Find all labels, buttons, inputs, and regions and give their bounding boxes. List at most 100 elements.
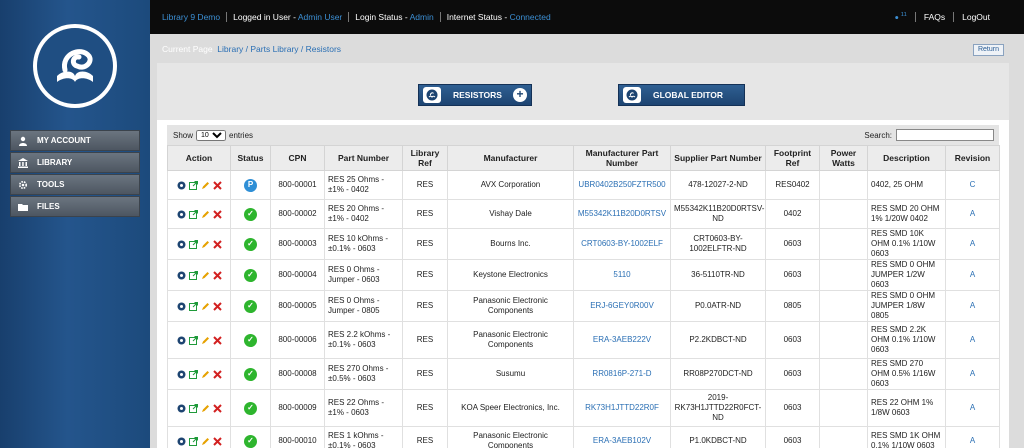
edit-icon[interactable] <box>201 370 210 379</box>
view-icon[interactable] <box>177 404 186 413</box>
faqs-link[interactable]: FAQs <box>914 12 953 22</box>
app-name[interactable]: Library 9 Demo <box>150 12 228 22</box>
footprint-ref-cell: 0603 <box>765 389 820 427</box>
column-header[interactable]: Status <box>230 145 271 171</box>
library-ref-cell: RES <box>402 199 448 229</box>
table-row[interactable]: ✓ 800-00004 RES 0 Ohms - Jumper - 0603 RES K… <box>167 259 1000 291</box>
manufacturer-part-number-link[interactable]: RR0816P-271-D <box>573 358 671 390</box>
table-row[interactable]: ✓ 800-00006 RES 2.2 kOhms - ±0.1% - 0603 RE… <box>167 321 1000 359</box>
delete-icon[interactable] <box>212 301 222 311</box>
library-ref-cell: RES <box>402 389 448 427</box>
manufacturer-part-number-link[interactable]: M55342K11B20D0RTSV <box>573 199 671 229</box>
sidebar-item-files[interactable]: FILES <box>10 196 140 217</box>
revision-link[interactable]: C <box>945 170 1000 200</box>
delete-icon[interactable] <box>212 335 222 345</box>
table-row[interactable]: ✓ 800-00002 RES 20 Ohms - ±1% - 0402 RES Vis… <box>167 199 1000 229</box>
sidebar-item-library[interactable]: LIBRARY <box>10 152 140 173</box>
column-header[interactable]: Footprint Ref <box>765 145 820 171</box>
return-button[interactable]: Return <box>972 44 1004 56</box>
sidebar-item-tools[interactable]: TOOLS <box>10 174 140 195</box>
view-icon[interactable] <box>177 271 186 280</box>
column-header[interactable]: Supplier Part Number <box>670 145 766 171</box>
delete-icon[interactable] <box>212 436 222 446</box>
manufacturer-part-number-link[interactable]: UBR0402B250FZTR500 <box>573 170 671 200</box>
cpn-cell: 800-00006 <box>270 321 325 359</box>
entries-select[interactable]: 10 <box>196 129 227 141</box>
column-header[interactable]: Library Ref <box>402 145 448 171</box>
view-icon[interactable] <box>177 240 186 249</box>
delete-icon[interactable] <box>212 180 222 190</box>
view-icon[interactable] <box>177 370 186 379</box>
footprint-ref-cell: 0402 <box>765 199 820 229</box>
edit-icon[interactable] <box>201 210 210 219</box>
table-row[interactable]: ✓ 800-00008 RES 270 Ohms - ±0.5% - 0603 RES… <box>167 358 1000 390</box>
open-external-icon[interactable] <box>188 436 198 446</box>
view-icon[interactable] <box>177 210 186 219</box>
revision-link[interactable]: A <box>945 358 1000 390</box>
manufacturer-part-number-link[interactable]: ERJ-6GEY0R00V <box>573 290 671 322</box>
manufacturer-part-number-link[interactable]: ERA-3AEB222V <box>573 321 671 359</box>
table-row[interactable]: ✓ 800-00005 RES 0 Ohms - Jumper - 0805 RES P… <box>167 290 1000 322</box>
table-row[interactable]: P 800-00001 RES 25 Ohms - ±1% - 0402 RES AVX… <box>167 170 1000 200</box>
view-icon[interactable] <box>177 437 186 446</box>
logout-link[interactable]: LogOut <box>953 12 998 22</box>
manufacturer-part-number-link[interactable]: ERA-3AEB102V <box>573 426 671 448</box>
breadcrumb-path[interactable]: Library / Parts Library / Resistors <box>217 44 342 54</box>
global-editor-button[interactable]: GLOBAL EDITOR <box>618 84 745 106</box>
search-input[interactable] <box>896 129 994 141</box>
app-logo[interactable] <box>33 24 117 108</box>
delete-icon[interactable] <box>212 403 222 413</box>
internet-status: Internet Status - Connected <box>441 12 557 22</box>
edit-icon[interactable] <box>201 437 210 446</box>
column-header[interactable]: Manufacturer Part Number <box>573 145 671 171</box>
edit-icon[interactable] <box>201 181 210 190</box>
manufacturer-part-number-link[interactable]: RK73H1JTTD22R0F <box>573 389 671 427</box>
power-watts-cell <box>819 290 868 322</box>
table-row[interactable]: ✓ 800-00003 RES 10 kOhms - ±0.1% - 0603 RES… <box>167 228 1000 260</box>
manufacturer-part-number-link[interactable]: 5110 <box>573 259 671 291</box>
delete-icon[interactable] <box>212 209 222 219</box>
view-icon[interactable] <box>177 302 186 311</box>
column-header[interactable]: Part Number <box>324 145 403 171</box>
revision-link[interactable]: A <box>945 228 1000 260</box>
notifications[interactable]: ● 11 <box>895 12 915 21</box>
edit-icon[interactable] <box>201 271 210 280</box>
column-header[interactable]: Manufacturer <box>447 145 574 171</box>
column-header[interactable]: Revision <box>945 145 1000 171</box>
column-header[interactable]: Action <box>167 145 231 171</box>
revision-link[interactable]: A <box>945 290 1000 322</box>
delete-icon[interactable] <box>212 239 222 249</box>
open-external-icon[interactable] <box>188 369 198 379</box>
manufacturer-part-number-link[interactable]: CRT0603-BY-1002ELF <box>573 228 671 260</box>
revision-link[interactable]: A <box>945 259 1000 291</box>
open-external-icon[interactable] <box>188 335 198 345</box>
open-external-icon[interactable] <box>188 239 198 249</box>
edit-icon[interactable] <box>201 302 210 311</box>
open-external-icon[interactable] <box>188 270 198 280</box>
view-icon[interactable] <box>177 336 186 345</box>
table-row[interactable]: ✓ 800-00010 RES 1 kOhms - ±0.1% - 0603 RES P… <box>167 426 1000 448</box>
column-header[interactable]: Description <box>867 145 946 171</box>
open-external-icon[interactable] <box>188 209 198 219</box>
delete-icon[interactable] <box>212 369 222 379</box>
resistors-button[interactable]: RESISTORS + <box>418 84 532 106</box>
view-icon[interactable] <box>177 181 186 190</box>
cpn-cell: 800-00002 <box>270 199 325 229</box>
edit-icon[interactable] <box>201 336 210 345</box>
revision-link[interactable]: A <box>945 389 1000 427</box>
open-external-icon[interactable] <box>188 403 198 413</box>
delete-icon[interactable] <box>212 270 222 280</box>
search-label: Search: <box>864 130 892 140</box>
column-header[interactable]: Power Watts <box>819 145 868 171</box>
revision-link[interactable]: A <box>945 321 1000 359</box>
sidebar-item-my-account[interactable]: MY ACCOUNT <box>10 130 140 151</box>
edit-icon[interactable] <box>201 240 210 249</box>
open-external-icon[interactable] <box>188 180 198 190</box>
revision-link[interactable]: A <box>945 426 1000 448</box>
column-header[interactable]: CPN <box>270 145 325 171</box>
approved-check-icon: ✓ <box>244 434 257 448</box>
open-external-icon[interactable] <box>188 301 198 311</box>
table-row[interactable]: ✓ 800-00009 RES 22 Ohms - ±1% - 0603 RES KOA… <box>167 389 1000 427</box>
edit-icon[interactable] <box>201 404 210 413</box>
revision-link[interactable]: A <box>945 199 1000 229</box>
